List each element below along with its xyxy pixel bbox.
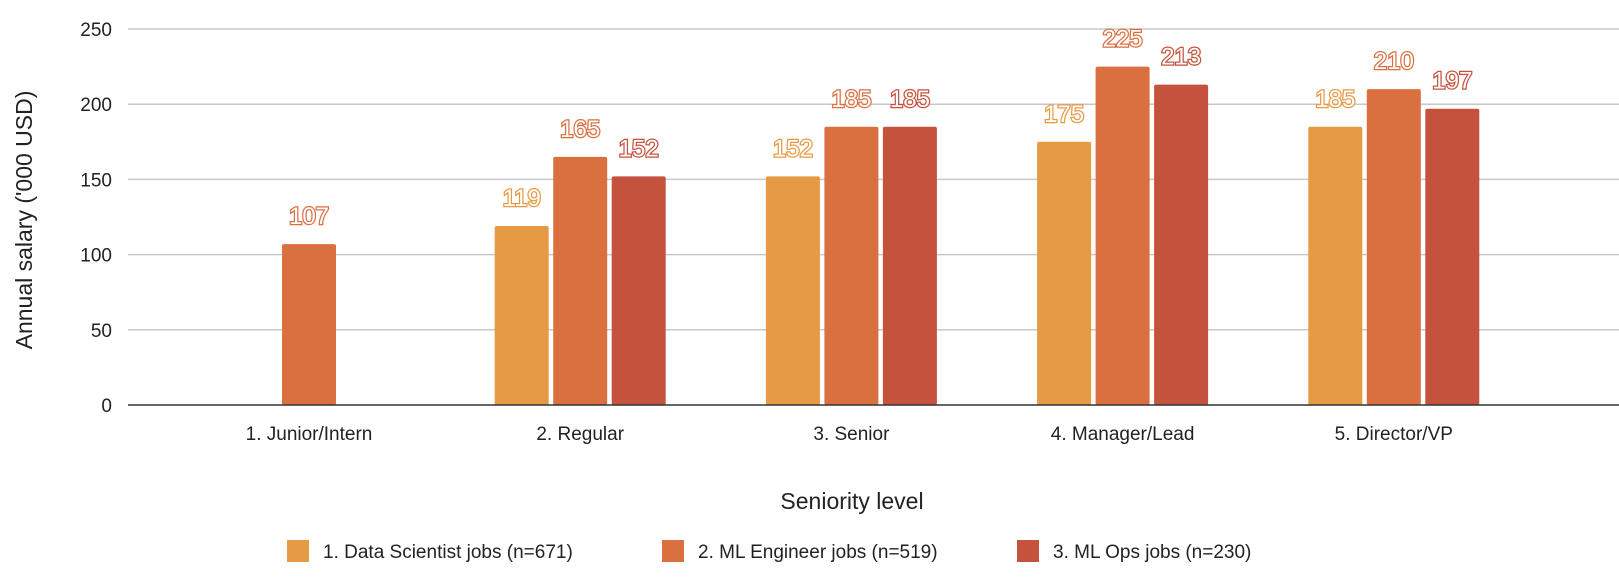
data-label: 185 bbox=[831, 86, 871, 113]
data-label: 197 bbox=[1432, 68, 1472, 95]
data-labels: 107 119 165 152 152 185 185 175 225 213 185 210 197 bbox=[288, 24, 1474, 231]
x-tick-labels: 1. Junior/Intern 2. Regular 3. Senior 4. Ma… bbox=[246, 424, 1453, 445]
x-tick-label: 1. Junior/Intern bbox=[246, 424, 373, 445]
data-label: 210 bbox=[1374, 48, 1414, 75]
bar bbox=[882, 126, 937, 405]
x-tick-label: 3. Senior bbox=[813, 424, 890, 445]
bar bbox=[282, 244, 336, 405]
bar bbox=[494, 226, 549, 405]
bar bbox=[611, 176, 666, 405]
data-label: 175 bbox=[1044, 101, 1084, 128]
legend-label: 2. ML Engineer jobs (n=519) bbox=[698, 542, 938, 563]
x-tick-label: 2. Regular bbox=[536, 424, 624, 445]
x-axis-title: Seniority level bbox=[780, 488, 923, 514]
legend-swatch bbox=[662, 540, 684, 562]
data-label: 225 bbox=[1103, 26, 1143, 53]
bar bbox=[1308, 126, 1363, 405]
y-tick-label: 0 bbox=[101, 396, 112, 417]
legend-swatch bbox=[1017, 540, 1039, 562]
y-tick-label: 150 bbox=[80, 170, 112, 191]
y-tick-label: 250 bbox=[80, 20, 112, 41]
bar bbox=[1095, 66, 1150, 405]
bar bbox=[553, 156, 608, 405]
bar bbox=[1154, 84, 1209, 405]
bar bbox=[1366, 89, 1421, 405]
bar bbox=[1037, 141, 1092, 406]
x-tick-label: 5. Director/VP bbox=[1335, 424, 1453, 445]
data-label: 185 bbox=[1315, 86, 1355, 113]
y-tick-label: 200 bbox=[80, 95, 112, 116]
data-label: 165 bbox=[560, 116, 600, 143]
data-label: 213 bbox=[1161, 44, 1201, 71]
y-axis-title: Annual salary ('000 USD) bbox=[11, 91, 37, 350]
data-label: 107 bbox=[289, 203, 329, 230]
data-label: 185 bbox=[890, 86, 930, 113]
x-tick-label: 4. Manager/Lead bbox=[1051, 424, 1195, 445]
legend-label: 1. Data Scientist jobs (n=671) bbox=[323, 542, 573, 563]
legend-swatch bbox=[287, 540, 309, 562]
bars bbox=[282, 66, 1480, 406]
legend-label: 3. ML Ops jobs (n=230) bbox=[1053, 542, 1251, 563]
bar bbox=[765, 176, 820, 405]
bar bbox=[824, 126, 879, 405]
y-tick-label: 100 bbox=[80, 246, 112, 267]
y-tick-label: 50 bbox=[91, 321, 112, 342]
data-label: 152 bbox=[619, 135, 659, 162]
bar bbox=[1425, 108, 1480, 405]
y-tick-labels: 0 50 100 150 200 250 bbox=[80, 20, 112, 417]
legend: 1. Data Scientist jobs (n=671) 2. ML Engi… bbox=[287, 540, 1251, 563]
data-label: 119 bbox=[503, 185, 541, 212]
data-label: 152 bbox=[773, 135, 813, 162]
